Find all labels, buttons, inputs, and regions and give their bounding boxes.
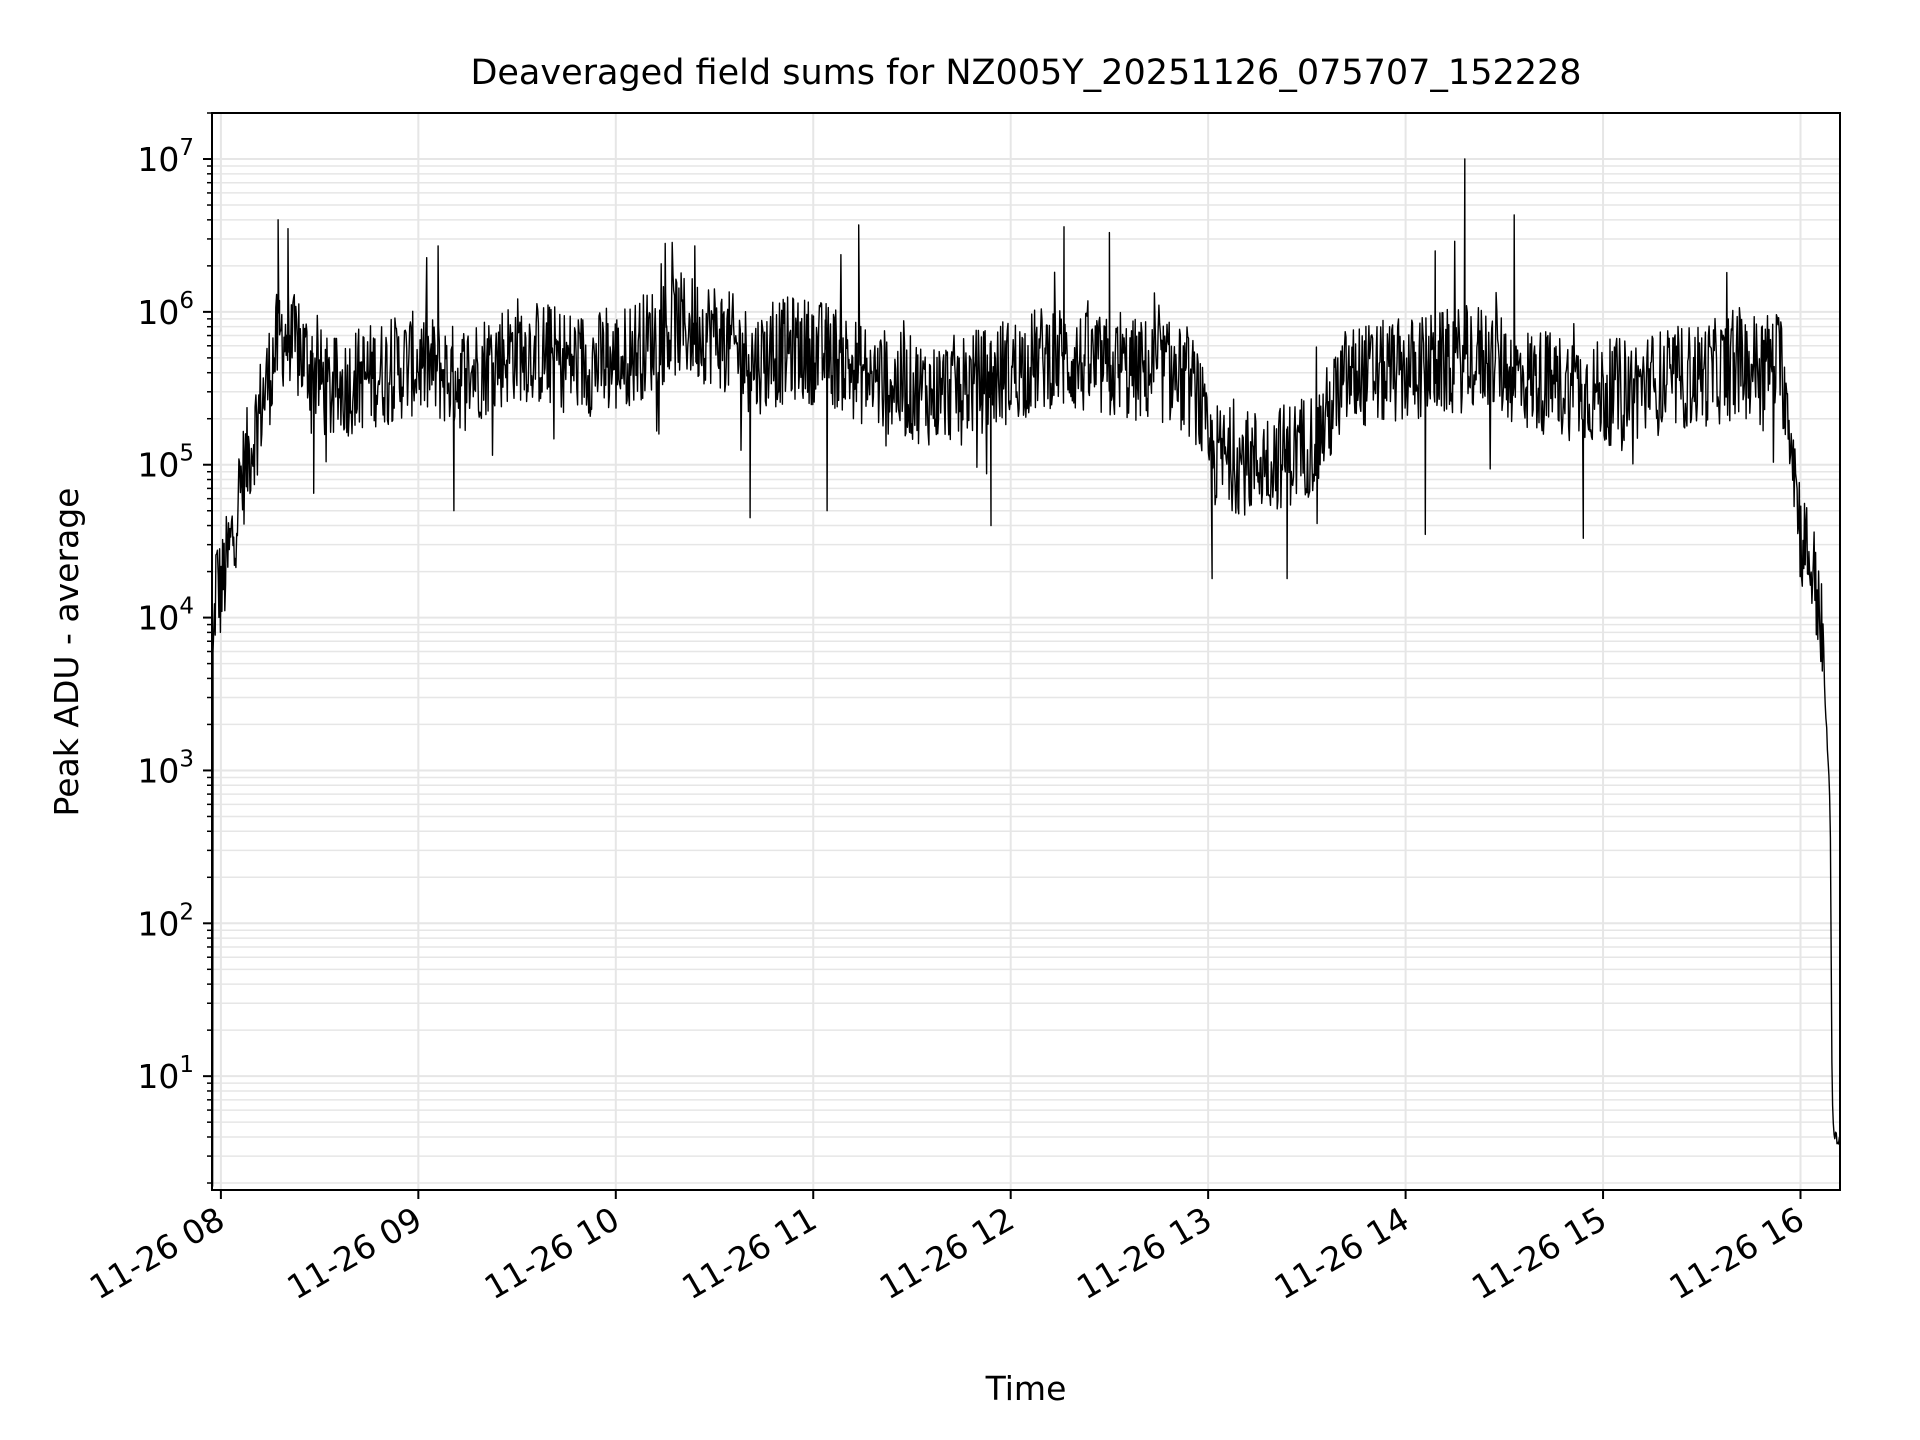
grid-major [212, 113, 1840, 1190]
grid-minor [212, 112, 1840, 1184]
series-line [211, 158, 1841, 1187]
chart-title: Deaveraged field sums for NZ005Y_2025112… [470, 53, 1581, 93]
y-tick-label: 106 [137, 288, 194, 332]
series-area [211, 158, 1841, 1187]
x-axis-label: Time [985, 1369, 1067, 1408]
y-axis-label: Peak ADU - average [47, 488, 86, 817]
